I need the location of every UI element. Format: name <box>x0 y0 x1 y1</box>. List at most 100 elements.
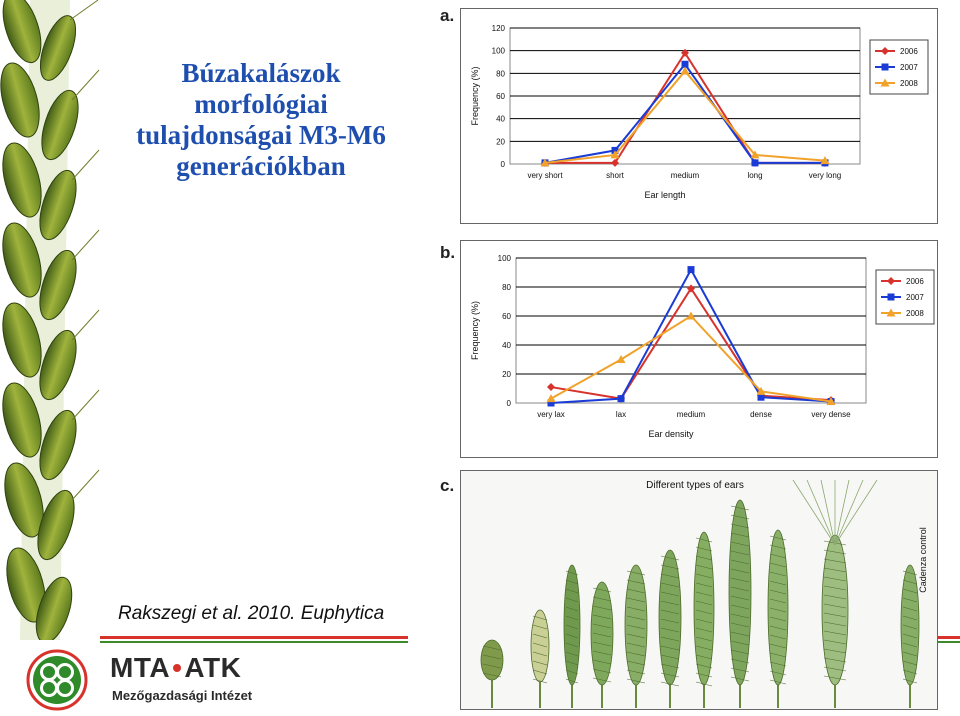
y-tick-label: 0 <box>507 399 512 408</box>
legend: 2006 2007 2008 <box>869 39 929 95</box>
y-tick-label: 60 <box>496 92 505 101</box>
ear-specimen <box>792 479 878 708</box>
legend-label-2008: 2008 <box>900 79 918 88</box>
footer-rule-red-right <box>938 636 960 639</box>
chart-ear-density: 0 20 40 60 80 100 very lax lax medium dense very d… <box>460 240 938 458</box>
data-point-2007 <box>751 159 759 167</box>
ear-specimen <box>624 564 648 708</box>
title-line-4: generációkban <box>176 151 346 181</box>
plot-area <box>515 257 867 404</box>
ear-specimens <box>480 479 920 708</box>
x-axis-label: Ear density <box>648 429 694 439</box>
legend-label-2006: 2006 <box>900 47 918 56</box>
y-tick-label: 80 <box>502 283 511 292</box>
legend-label-2007: 2007 <box>906 293 924 302</box>
y-tick-label: 100 <box>492 47 506 56</box>
x-tick-label: very lax <box>537 410 565 419</box>
y-axis-label: Frequency (%) <box>470 301 480 360</box>
mta-atk-logo-icon <box>26 649 88 711</box>
brand-atk: ATK <box>184 652 242 683</box>
y-tick-label: 40 <box>496 115 505 124</box>
title-line-1: Búzakalászok <box>181 58 341 88</box>
y-tick-label: 120 <box>492 24 506 33</box>
footer-rule-green-right <box>938 641 960 643</box>
ear-specimen <box>563 564 581 708</box>
footer-rule-red <box>100 636 408 639</box>
x-axis-label: Ear length <box>644 190 685 200</box>
ear-types-photo: Different types of ears Cadenza control <box>460 470 938 710</box>
data-point-2008 <box>686 311 696 320</box>
legend-label-2006: 2006 <box>906 277 924 286</box>
data-point-2007 <box>547 399 555 407</box>
x-tick-label: medium <box>671 171 700 180</box>
ear-specimen <box>728 499 752 708</box>
x-tick-label: medium <box>677 410 706 419</box>
y-tick-label: 60 <box>502 312 511 321</box>
data-point-2008 <box>680 66 690 75</box>
brand-mta: MTA <box>110 652 171 683</box>
ear-specimen <box>767 529 789 708</box>
wheat-ear-illustration <box>0 0 100 640</box>
data-point-2007 <box>681 60 689 68</box>
chart-ear-length: 0 20 40 60 80 100 120 very short short medium long… <box>460 8 938 224</box>
data-point-2006 <box>611 158 619 167</box>
legend-marker-2008 <box>880 78 890 87</box>
ear-specimen <box>530 609 550 708</box>
data-point-2007 <box>617 395 625 403</box>
y-tick-label: 100 <box>498 254 512 263</box>
data-point-2007 <box>757 393 765 401</box>
series-2008 <box>540 66 830 167</box>
citation: Rakszegi et al. 2010. Euphytica <box>118 603 385 624</box>
panel-label-c: c. <box>440 476 455 495</box>
brand-subtitle: Mezőgazdasági Intézet <box>112 688 253 703</box>
brand-name: MTA•ATK <box>110 652 241 684</box>
title-line-2: morfológiai <box>194 89 328 119</box>
y-tick-label: 0 <box>501 160 506 169</box>
data-point-2008 <box>820 156 830 165</box>
ear-specimen <box>900 564 920 708</box>
x-tick-label: long <box>747 171 762 180</box>
data-point-2006 <box>687 284 695 293</box>
legend-marker-2006 <box>887 277 895 285</box>
x-tick-label: very long <box>809 171 841 180</box>
data-point-2008 <box>616 355 626 363</box>
panel-label-a: a. <box>440 6 455 25</box>
data-point-2008 <box>756 386 766 395</box>
panel-label-b: b. <box>440 243 456 262</box>
data-point-2006 <box>681 48 689 57</box>
chart-ear-length-svg: 0 20 40 60 80 100 120 very short short medium long… <box>460 8 938 224</box>
legend-marker-2008 <box>886 308 896 317</box>
data-point-2008 <box>750 150 760 159</box>
data-point-2006 <box>547 383 555 392</box>
ear-specimen <box>658 549 682 708</box>
slide-title: Búzakalászok morfológiai tulajdonságai M… <box>100 58 422 182</box>
x-tick-label: very dense <box>811 410 851 419</box>
x-tick-label: dense <box>750 410 772 419</box>
y-tick-label: 20 <box>496 137 505 146</box>
legend-marker-2006 <box>881 47 889 55</box>
series-2008 <box>546 311 836 406</box>
data-point-2008 <box>540 158 550 167</box>
photo-title: Different types of ears <box>646 480 744 491</box>
ear-specimen <box>590 581 614 708</box>
ear-specimen <box>480 639 504 708</box>
data-point-2007 <box>611 146 619 154</box>
chart-ear-density-svg: 0 20 40 60 80 100 very lax lax medium dense very d… <box>460 240 938 458</box>
data-point-2008 <box>826 397 836 406</box>
title-line-3: tulajdonságai M3-M6 <box>136 120 386 150</box>
brand-dot: • <box>172 652 183 683</box>
legend-marker-2007 <box>881 63 889 71</box>
x-tick-label: short <box>606 171 625 180</box>
data-point-2008 <box>546 394 556 403</box>
y-tick-label: 20 <box>502 370 511 379</box>
legend: 2006 2007 2008 <box>875 269 935 325</box>
data-point-2008 <box>610 150 620 159</box>
data-point-2007 <box>687 266 695 274</box>
y-axis-label: Frequency (%) <box>470 66 480 125</box>
y-tick-label: 40 <box>502 341 511 350</box>
footer-rule-green <box>100 641 408 643</box>
legend-marker-2007 <box>887 293 895 301</box>
photo-side-label: Cadenza control <box>918 527 928 593</box>
x-tick-label: very short <box>527 171 563 180</box>
ear-specimen <box>693 531 715 708</box>
